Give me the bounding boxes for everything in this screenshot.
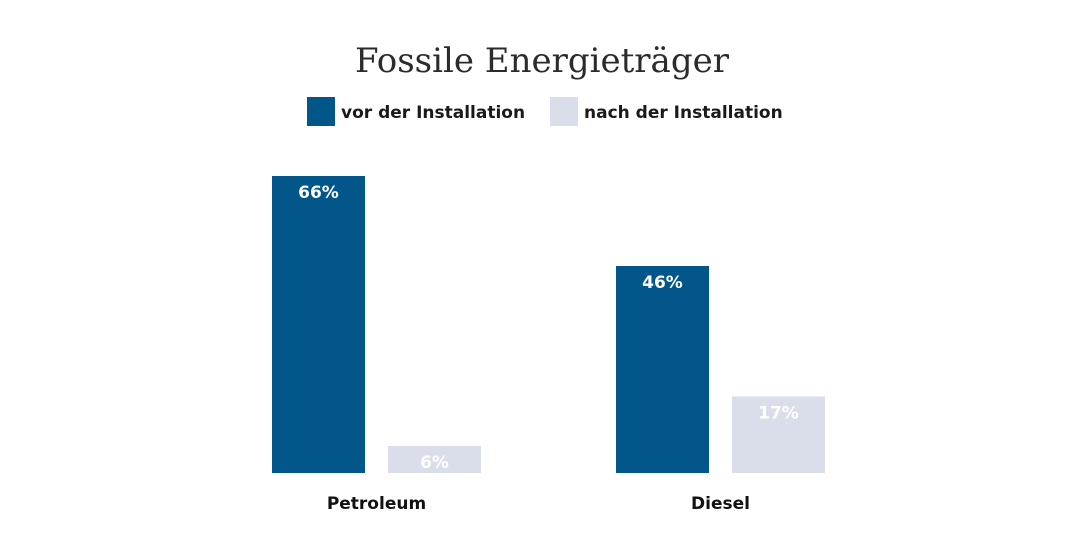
bar-label-petroleum-after: 6% (420, 453, 449, 473)
bar-label-diesel-before: 46% (642, 273, 683, 293)
bars-group (272, 176, 825, 473)
bar-label-diesel-after: 17% (758, 404, 799, 424)
category-labels-group: Petroleum Diesel (327, 494, 750, 514)
legend-item-after: nach der Installation (550, 97, 783, 126)
chart-title: Fossile Energieträger (355, 41, 730, 81)
legend-label-after: nach der Installation (584, 103, 783, 123)
category-label-petroleum: Petroleum (327, 494, 426, 514)
legend-swatch-before (307, 97, 335, 126)
bar-labels-group: 66% 6% 46% 17% (298, 183, 799, 473)
legend-label-before: vor der Installation (341, 103, 525, 123)
legend: vor der Installation nach der Installati… (307, 97, 783, 126)
category-label-diesel: Diesel (691, 494, 750, 514)
bar-diesel-after (732, 396, 825, 473)
legend-swatch-after (550, 97, 578, 126)
bar-petroleum-after (388, 446, 481, 473)
bar-label-petroleum-before: 66% (298, 183, 339, 203)
legend-item-before: vor der Installation (307, 97, 525, 126)
bar-diesel-before (616, 266, 709, 473)
bar-petroleum-before (272, 176, 365, 473)
